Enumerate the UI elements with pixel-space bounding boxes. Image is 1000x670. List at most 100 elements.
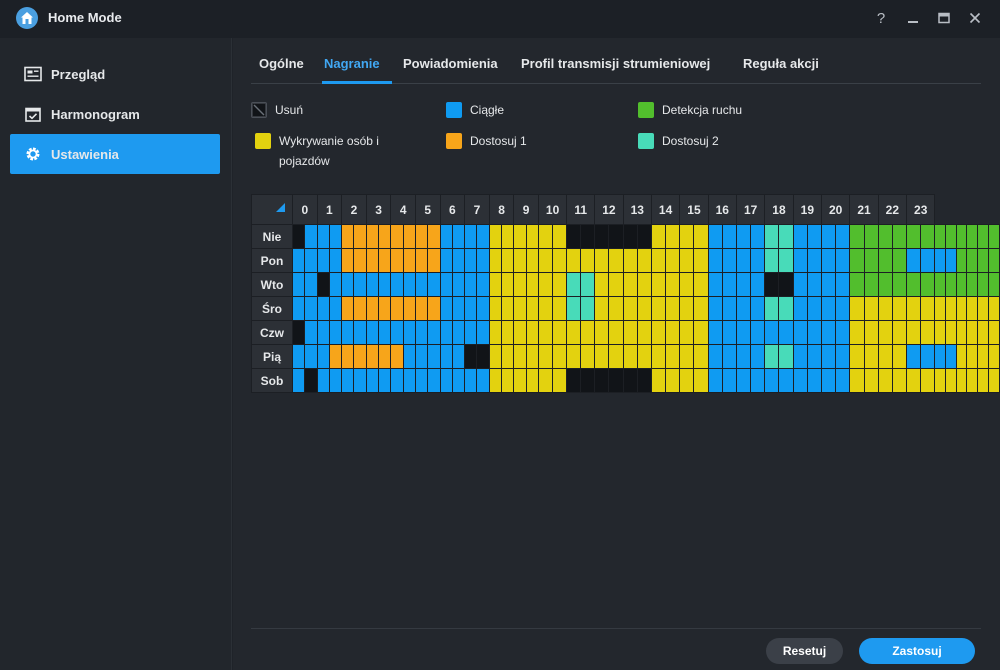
slot-custom-2[interactable] (778, 344, 794, 369)
slot-continuous[interactable] (464, 320, 478, 345)
tab-notifications[interactable]: Powiadomienia (403, 56, 498, 71)
slot-person-vehicle[interactable] (622, 344, 638, 369)
slot-person-vehicle[interactable] (966, 368, 979, 393)
slot-person-vehicle[interactable] (594, 272, 610, 297)
slot-continuous[interactable] (806, 368, 823, 393)
slot-continuous[interactable] (806, 224, 823, 249)
slot-person-vehicle[interactable] (693, 296, 709, 321)
slot-person-vehicle[interactable] (608, 296, 624, 321)
slot-person-vehicle[interactable] (877, 368, 893, 393)
slot-person-vehicle[interactable] (501, 296, 515, 321)
slot-person-vehicle[interactable] (488, 368, 503, 393)
slot-custom-1[interactable] (402, 248, 416, 273)
slot-continuous[interactable] (414, 272, 429, 297)
slot-person-vehicle[interactable] (920, 320, 936, 345)
slot-motion[interactable] (966, 224, 979, 249)
slot-person-vehicle[interactable] (513, 296, 527, 321)
hour-label[interactable]: 13 (622, 194, 652, 225)
slot-custom-1[interactable] (390, 248, 404, 273)
slot-continuous[interactable] (451, 224, 466, 249)
slot-continuous[interactable] (451, 344, 466, 369)
slot-continuous[interactable] (328, 248, 343, 273)
slot-continuous[interactable] (934, 344, 947, 369)
slot-continuous[interactable] (735, 368, 752, 393)
slot-person-vehicle[interactable] (636, 320, 652, 345)
hour-label[interactable]: 3 (365, 194, 392, 225)
slot-person-vehicle[interactable] (693, 248, 709, 273)
slot-continuous[interactable] (835, 344, 851, 369)
slot-continuous[interactable] (341, 368, 355, 393)
slot-continuous[interactable] (750, 248, 766, 273)
slot-motion[interactable] (891, 224, 908, 249)
slot-delete[interactable] (304, 368, 318, 393)
slot-continuous[interactable] (792, 296, 808, 321)
slot-person-vehicle[interactable] (934, 296, 947, 321)
slot-person-vehicle[interactable] (594, 320, 610, 345)
slot-motion[interactable] (849, 272, 865, 297)
legend-delete[interactable]: Usuń (251, 102, 303, 120)
sidebar-item-settings[interactable]: Ustawienia (10, 134, 220, 174)
slot-delete[interactable] (622, 224, 638, 249)
slot-motion[interactable] (955, 272, 968, 297)
slot-delete[interactable] (476, 344, 490, 369)
help-icon[interactable]: ? (876, 9, 886, 27)
hour-label[interactable]: 15 (679, 194, 709, 225)
hour-label[interactable]: 2 (341, 194, 367, 225)
maximize-icon[interactable] (931, 6, 957, 30)
slot-continuous[interactable] (721, 272, 737, 297)
slot-delete[interactable] (566, 224, 582, 249)
slot-person-vehicle[interactable] (537, 224, 554, 249)
slot-person-vehicle[interactable] (665, 296, 681, 321)
slot-continuous[interactable] (750, 296, 766, 321)
slot-continuous[interactable] (476, 368, 490, 393)
hour-label[interactable]: 4 (390, 194, 416, 225)
reset-button[interactable]: Resetuj (766, 638, 843, 664)
slot-continuous[interactable] (390, 368, 404, 393)
sidebar-item-overview[interactable]: Przegląd (10, 54, 220, 94)
apply-button[interactable]: Zastosuj (859, 638, 975, 664)
slot-continuous[interactable] (341, 272, 355, 297)
slot-continuous[interactable] (806, 272, 823, 297)
slot-continuous[interactable] (402, 272, 416, 297)
slot-custom-1[interactable] (341, 296, 355, 321)
slot-continuous[interactable] (476, 296, 490, 321)
slot-person-vehicle[interactable] (891, 296, 908, 321)
slot-continuous[interactable] (439, 368, 453, 393)
slot-continuous[interactable] (291, 248, 306, 273)
slot-person-vehicle[interactable] (636, 272, 652, 297)
slot-person-vehicle[interactable] (650, 368, 667, 393)
slot-continuous[interactable] (735, 296, 752, 321)
slot-custom-2[interactable] (764, 344, 780, 369)
slot-person-vehicle[interactable] (537, 368, 554, 393)
slot-delete[interactable] (291, 320, 306, 345)
slot-person-vehicle[interactable] (501, 320, 515, 345)
hour-label[interactable]: 8 (488, 194, 515, 225)
slot-custom-1[interactable] (427, 224, 441, 249)
legend-person-vehicle[interactable]: Wykrywanie osób i pojazdów (255, 133, 405, 171)
slot-continuous[interactable] (291, 368, 306, 393)
slot-continuous[interactable] (476, 248, 490, 273)
hour-label[interactable]: 21 (849, 194, 879, 225)
slot-person-vehicle[interactable] (966, 320, 979, 345)
hour-label[interactable]: 6 (439, 194, 466, 225)
slot-person-vehicle[interactable] (525, 272, 539, 297)
slot-continuous[interactable] (427, 272, 441, 297)
slot-continuous[interactable] (378, 272, 392, 297)
hour-label[interactable]: 23 (906, 194, 936, 225)
slot-person-vehicle[interactable] (679, 248, 695, 273)
slot-delete[interactable] (316, 272, 330, 297)
slot-delete[interactable] (580, 368, 596, 393)
slot-person-vehicle[interactable] (537, 248, 554, 273)
slot-continuous[interactable] (707, 320, 723, 345)
slot-person-vehicle[interactable] (501, 344, 515, 369)
slot-custom-1[interactable] (427, 296, 441, 321)
slot-continuous[interactable] (316, 296, 330, 321)
slot-continuous[interactable] (476, 272, 490, 297)
slot-person-vehicle[interactable] (650, 248, 667, 273)
slot-person-vehicle[interactable] (580, 320, 596, 345)
slot-continuous[interactable] (304, 344, 318, 369)
slot-custom-1[interactable] (341, 224, 355, 249)
slot-continuous[interactable] (353, 272, 367, 297)
slot-person-vehicle[interactable] (650, 272, 667, 297)
slot-continuous[interactable] (820, 224, 837, 249)
